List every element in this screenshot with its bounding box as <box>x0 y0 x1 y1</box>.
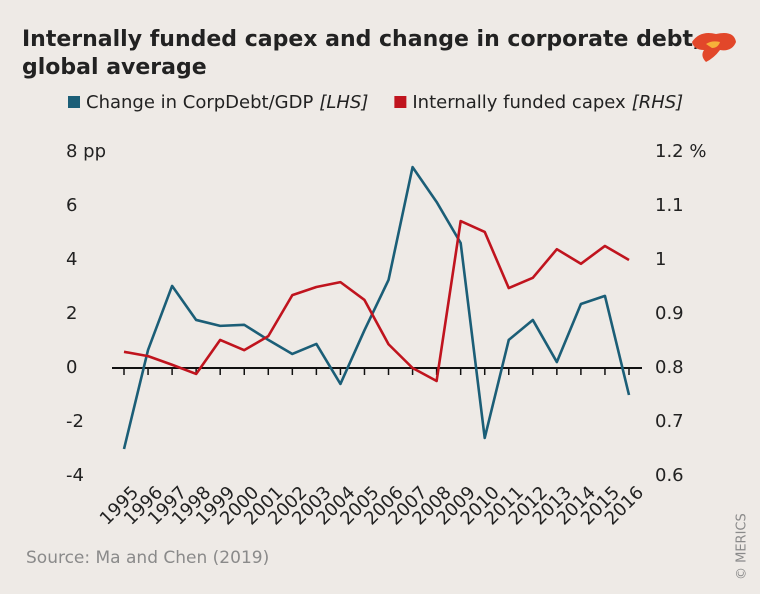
y-tick-label: 2 <box>66 303 77 324</box>
y-tick-label: 6 <box>66 195 77 216</box>
y-tick-label: 0 <box>66 357 77 378</box>
y2-tick-label: 1 <box>655 249 666 270</box>
legend-label: Change in CorpDebt/GDP <box>86 92 313 113</box>
y-tick-label: -4 <box>66 465 84 486</box>
credit: © MERICS <box>735 513 750 580</box>
chart-title-line2: global average <box>22 55 207 80</box>
y-tick-label: 4 <box>66 249 77 270</box>
y2-tick-label: 1.2 % <box>655 141 706 162</box>
y2-tick-label: 0.6 <box>655 465 684 486</box>
chart-title: Internally funded capex and change in co… <box>22 27 701 52</box>
legend-swatch <box>68 96 80 108</box>
y-tick-label: 8 pp <box>66 141 106 162</box>
legend-label: Internally funded capex <box>412 92 626 113</box>
source: Source: Ma and Chen (2019) <box>26 548 269 568</box>
legend-suffix: [LHS] <box>319 92 368 113</box>
y2-tick-label: 0.9 <box>655 303 684 324</box>
y2-tick-label: 0.7 <box>655 411 684 432</box>
y2-tick-label: 0.8 <box>655 357 684 378</box>
y-tick-label: -2 <box>66 411 84 432</box>
series-line <box>122 165 631 450</box>
legend-swatch <box>394 96 407 108</box>
logo <box>692 33 736 62</box>
legend-suffix: [RHS] <box>632 92 684 113</box>
series-line <box>123 219 630 383</box>
y2-tick-label: 1.1 <box>655 195 684 216</box>
